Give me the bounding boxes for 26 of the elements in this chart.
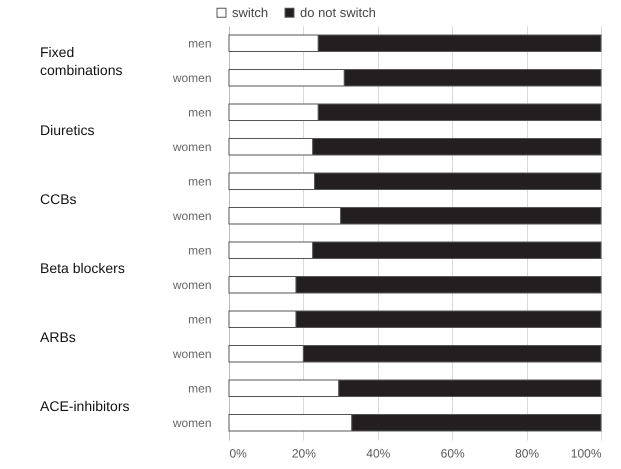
y-tick-label: women xyxy=(172,140,212,154)
text: ACE-inhibitors xyxy=(40,396,130,415)
y-tick-label: women xyxy=(172,70,212,85)
y-tick-label: men xyxy=(188,243,212,258)
x-tick-label: 80% xyxy=(515,446,540,460)
x-tick-label: 60% xyxy=(440,446,466,460)
text: Fixed combinations xyxy=(40,42,124,79)
y-tick-label: women xyxy=(172,278,212,292)
x-tick-label: 20% xyxy=(292,446,316,460)
text: Diuretics xyxy=(40,120,96,139)
y-tick-label: women xyxy=(172,208,212,223)
text: CCBs xyxy=(40,189,78,208)
x-tick-label: 0% xyxy=(230,446,248,460)
x-tick-label: 40% xyxy=(366,446,391,460)
y-tick-label: men xyxy=(188,174,212,188)
y-tick-label: men xyxy=(188,312,212,326)
y-tick-label: women xyxy=(172,416,212,430)
legend-label: switch xyxy=(232,4,268,20)
text: Beta blockers xyxy=(40,258,126,277)
y-tick-label: men xyxy=(188,105,212,120)
y-tick-label: women xyxy=(172,346,212,361)
text: ARBs xyxy=(40,327,77,346)
y-tick-label: men xyxy=(188,36,212,50)
legend-label: do not switch xyxy=(300,4,376,20)
x-tick-label: 100% xyxy=(570,446,602,460)
y-tick-label: men xyxy=(188,381,212,396)
